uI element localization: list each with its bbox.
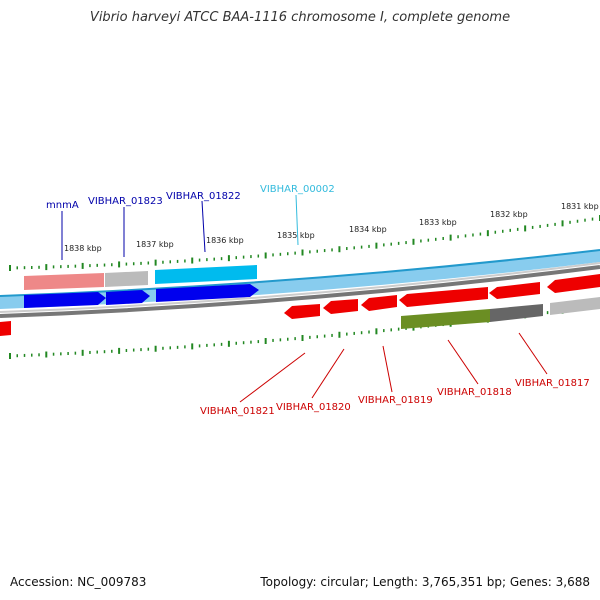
dark-grey-feature[interactable] (490, 304, 543, 322)
gene-arrow-VIBHAR_01819[interactable] (361, 295, 397, 311)
light-grey-feature[interactable] (550, 297, 600, 315)
scale-label: 1831 kbp (561, 202, 599, 211)
label-VIBHAR_01819[interactable]: VIBHAR_01819 (358, 395, 433, 406)
gene-arrow-right-edge[interactable] (547, 274, 600, 293)
gene-arrow-VIBHAR_01818[interactable] (399, 287, 488, 307)
backbone (0, 265, 600, 318)
scale-label: 1832 kbp (490, 210, 528, 219)
rna-feature-upper[interactable] (155, 265, 257, 284)
reverse-cds-track (0, 274, 600, 336)
outer-ticks (9, 215, 600, 271)
lower-feature-track (401, 297, 600, 329)
accession-text: Accession: NC_009783 (10, 575, 147, 589)
genome-summary-text: Topology: circular; Length: 3,765,351 bp… (260, 575, 590, 589)
forward-cds-track (24, 284, 259, 308)
leader-VIBHAR_01819 (382, 345, 393, 393)
upper-gene-labels: mnmA VIBHAR_01823 VIBHAR_01822 VIBHAR_00… (46, 184, 335, 211)
leader-VIBHAR_01822 (201, 200, 206, 253)
gene-label-leaders (61, 194, 548, 403)
leader-VIBHAR_01820 (311, 348, 345, 399)
pink-feature[interactable] (24, 273, 104, 290)
olive-feature[interactable] (401, 309, 490, 329)
gene-arrow-VIBHAR_01817[interactable] (489, 282, 540, 299)
lower-gene-labels: VIBHAR_01821 VIBHAR_01820 VIBHAR_01819 V… (200, 378, 590, 417)
upper-feature-track (24, 265, 257, 290)
scale-label: 1838 kbp (64, 244, 102, 253)
scale-label: 1834 kbp (349, 225, 387, 234)
leader-VIBHAR_01818 (447, 339, 479, 385)
label-VIBHAR_01820[interactable]: VIBHAR_01820 (276, 402, 351, 413)
scale-label: 1836 kbp (206, 236, 244, 245)
leader-VIBHAR_01821 (239, 352, 306, 403)
leader-VIBHAR_01817 (518, 332, 548, 375)
gene-arrow-VIBHAR_01822[interactable] (156, 284, 259, 302)
scale-label: 1837 kbp (136, 240, 174, 249)
gene-arrow-left-edge[interactable] (0, 321, 11, 336)
leader-VIBHAR_00002 (295, 194, 299, 246)
gene-arrow-VIBHAR_01821[interactable] (284, 304, 320, 319)
gene-arrow-mnmA[interactable] (24, 292, 106, 308)
scale-label: 1835 kbp (277, 231, 315, 240)
backbone-light (0, 262, 600, 313)
scale-label: 1833 kbp (419, 218, 457, 227)
grey-feature-upper[interactable] (105, 271, 148, 287)
map-title: Vibrio harveyi ATCC BAA-1116 chromosome … (89, 10, 511, 25)
label-VIBHAR_01821[interactable]: VIBHAR_01821 (200, 406, 275, 417)
label-VIBHAR_01822[interactable]: VIBHAR_01822 (166, 191, 241, 202)
label-VIBHAR_01817[interactable]: VIBHAR_01817 (515, 378, 590, 389)
gene-arrow-VIBHAR_01820[interactable] (323, 299, 358, 314)
label-VIBHAR_01823[interactable]: VIBHAR_01823 (88, 196, 163, 207)
label-mnmA[interactable]: mnmA (46, 200, 79, 211)
scale-labels: 1838 kbp 1837 kbp 1836 kbp 1835 kbp 1834 kbp… (64, 202, 599, 253)
gene-arrow-VIBHAR_01823[interactable] (106, 290, 150, 305)
label-VIBHAR_00002[interactable]: VIBHAR_00002 (260, 184, 335, 195)
label-VIBHAR_01818[interactable]: VIBHAR_01818 (437, 387, 512, 398)
rna-band-edge (0, 249, 600, 297)
